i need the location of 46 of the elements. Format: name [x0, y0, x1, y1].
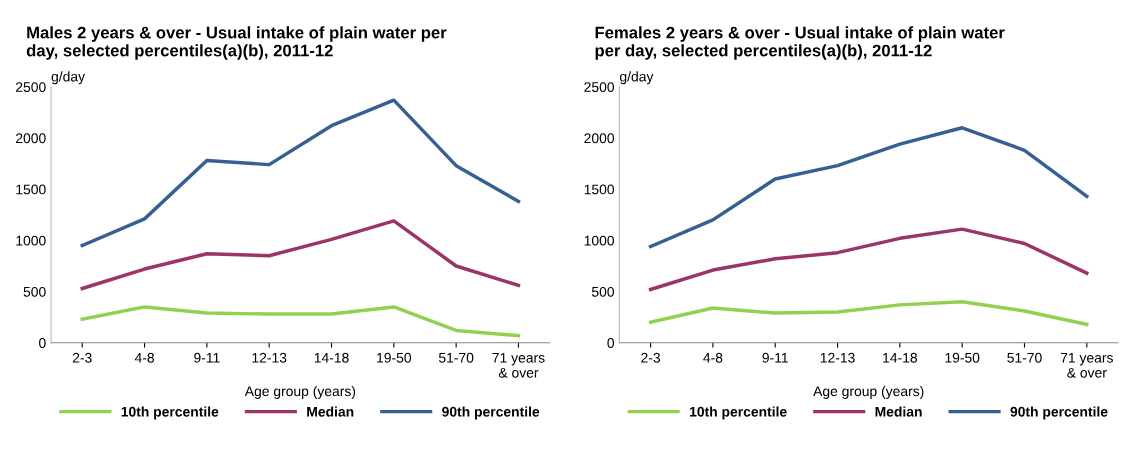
x-axis-title: Age group (years): [813, 385, 924, 399]
x-tick-label: 12-13: [820, 352, 855, 363]
x-tick-label: 19-50: [377, 352, 412, 363]
line-series: [648, 126, 1089, 249]
x-axis-title: Age group (years): [244, 385, 356, 399]
x-tick-label: 2-3: [72, 352, 92, 363]
y-tick-label: 500: [23, 286, 46, 297]
x-tick-label: 9-11: [194, 352, 220, 363]
x-tick-label: 19-50: [945, 352, 980, 363]
x-tick-label: 71 years & over: [492, 352, 545, 378]
line-series: [80, 219, 521, 291]
legend-label: 10th percentile: [121, 406, 219, 420]
y-tick-label: 0: [607, 338, 615, 348]
legend-label: 90th percentile: [442, 406, 540, 420]
y-tick-label: 1000: [584, 235, 615, 246]
x-tick-label: 51-70: [438, 352, 474, 363]
legend-label: 90th percentile: [1010, 406, 1108, 420]
y-tick-label: 2000: [584, 133, 615, 144]
y-axis-title: g/day: [51, 71, 86, 85]
legend-label: Median: [875, 406, 922, 417]
line-series: [648, 300, 1089, 327]
line-series: [80, 305, 521, 338]
legend-label: Median: [307, 406, 354, 417]
line-series: [648, 227, 1089, 292]
y-tick-label: 2500: [16, 82, 46, 92]
y-tick-label: 1500: [16, 184, 46, 195]
chart-title: Males 2 years & over - Usual intake of plain water per day, selected percentiles(a)(b), 2011-12: [26, 26, 447, 60]
x-tick-label: 71 years & over: [1060, 352, 1113, 378]
y-tick-label: 1500: [584, 184, 615, 195]
chart-title: Females 2 years & over - Usual intake of plain water per day, selected percentiles(a)(b), 2011-12: [595, 26, 1005, 60]
x-tick-label: 14-18: [883, 352, 918, 363]
y-tick-label: 2000: [16, 133, 46, 144]
y-axis-title: g/day: [620, 71, 654, 85]
x-tick-label: 12-13: [252, 352, 287, 363]
y-tick-label: 2500: [584, 82, 615, 92]
x-tick-label: 51-70: [1007, 352, 1042, 363]
x-tick-label: 9-11: [762, 352, 788, 363]
x-tick-label: 4-8: [703, 352, 723, 363]
y-tick-label: 0: [39, 338, 46, 348]
line-series: [80, 98, 521, 248]
y-tick-label: 500: [591, 286, 615, 297]
y-tick-label: 1000: [16, 235, 46, 246]
x-tick-label: 2-3: [641, 352, 661, 363]
x-tick-label: 14-18: [314, 352, 349, 363]
x-tick-label: 4-8: [134, 352, 154, 363]
legend-label: 10th percentile: [689, 406, 787, 420]
